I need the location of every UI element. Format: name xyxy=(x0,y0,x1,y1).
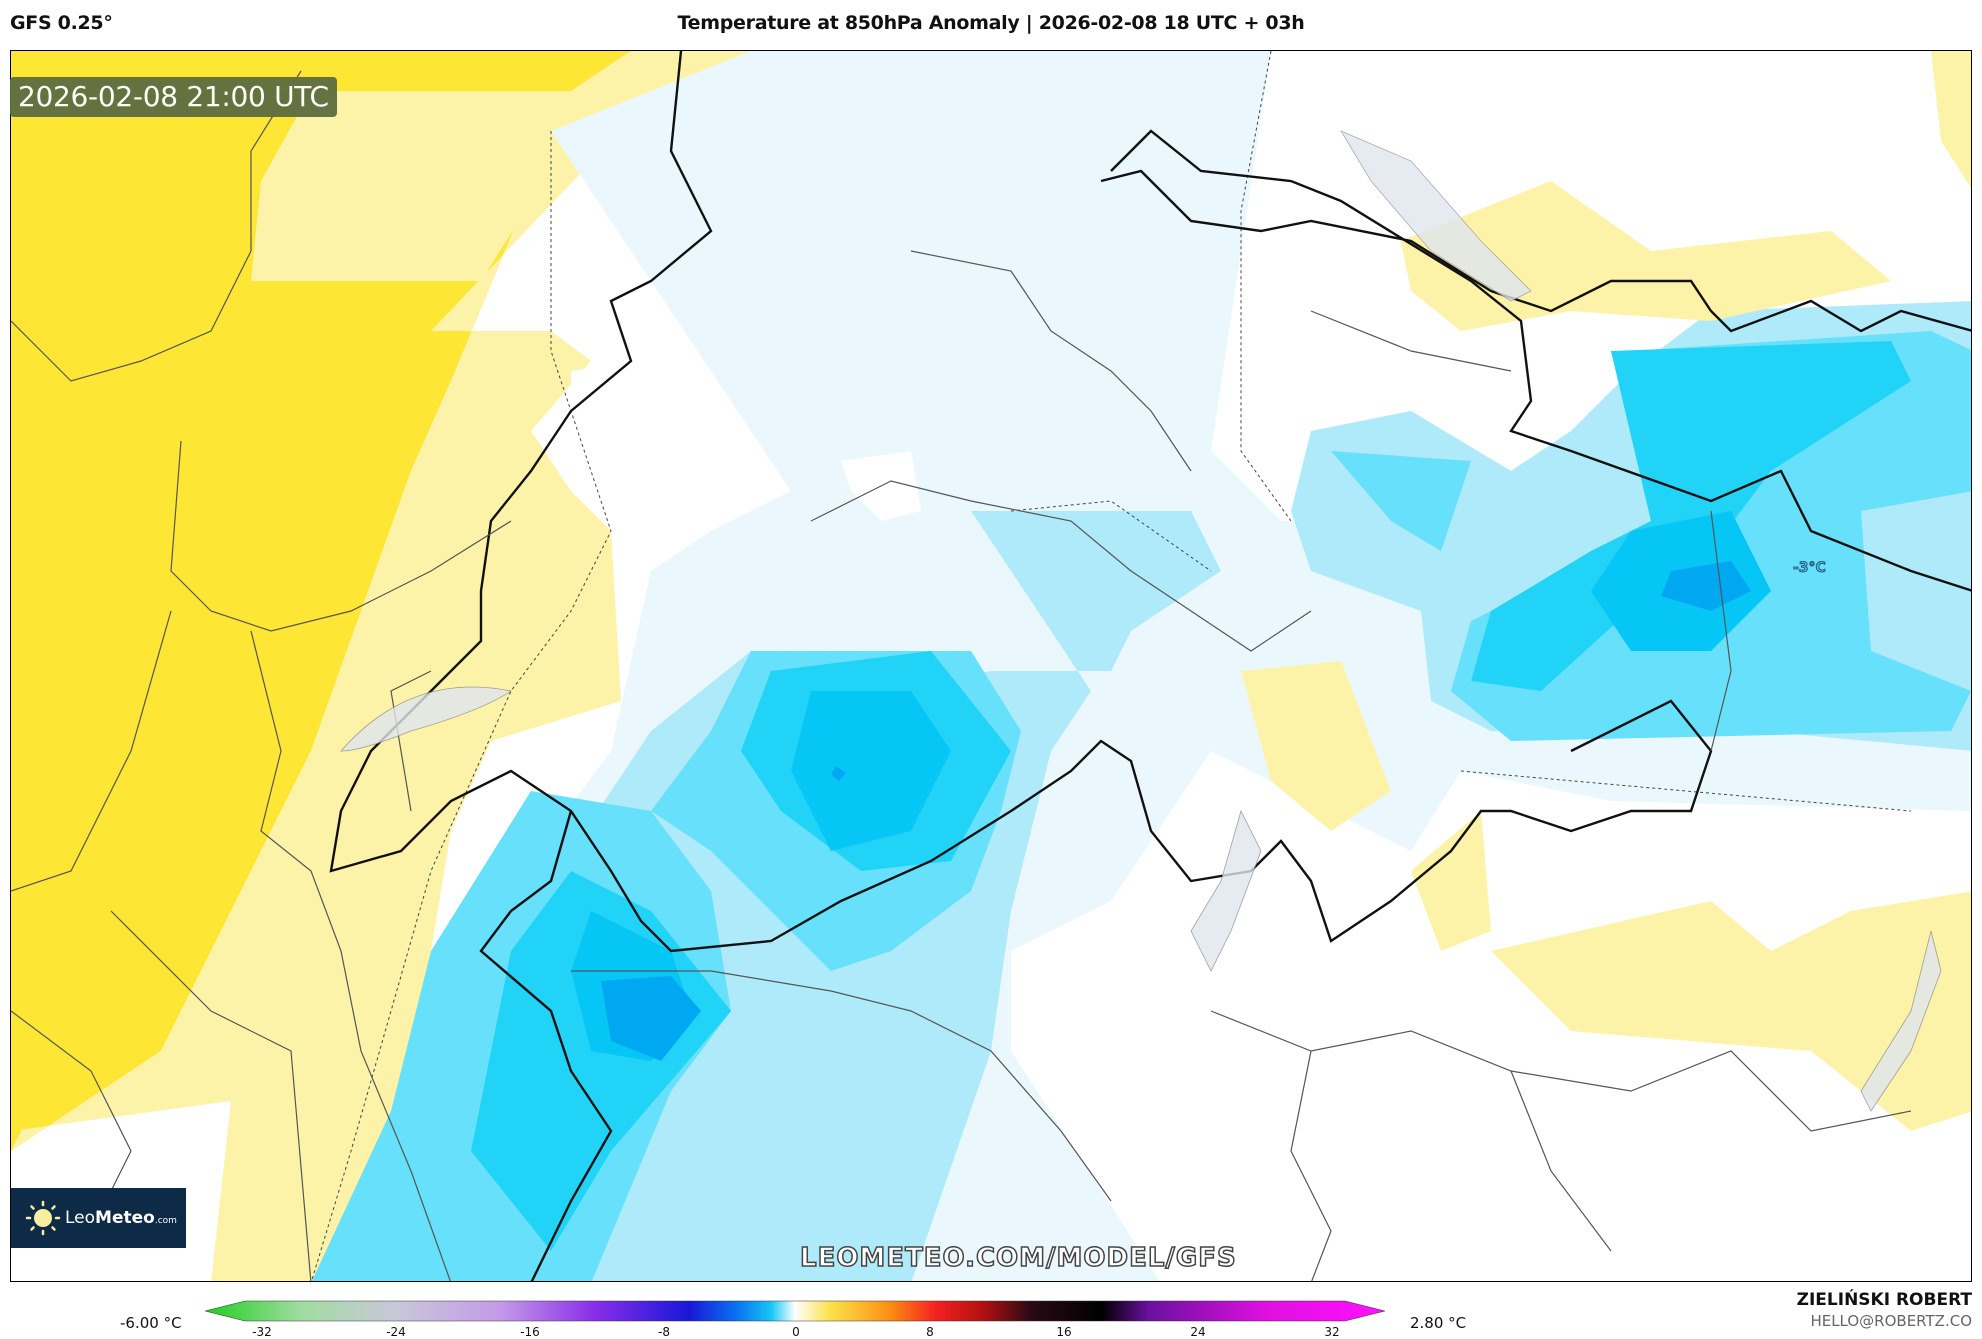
anomaly-map xyxy=(11,51,1971,1281)
author-name: ZIELIŃSKI ROBERT xyxy=(1796,1290,1972,1310)
colorbar-tick: 24 xyxy=(1190,1325,1206,1339)
colorbar-scale xyxy=(205,1300,1385,1322)
colorbar-tick: 0 xyxy=(792,1325,800,1339)
colorbar-min-label: -6.00 °C xyxy=(120,1314,182,1332)
colorbar-max-label: 2.80 °C xyxy=(1410,1314,1467,1332)
sun-icon xyxy=(25,1200,61,1236)
warm-light-region xyxy=(11,51,751,1281)
author-email[interactable]: HELLO@ROBERTZ.CO xyxy=(1810,1312,1972,1330)
chart-title: Temperature at 850hPa Anomaly | 2026-02-… xyxy=(677,12,1305,34)
map-panel xyxy=(10,50,1972,1282)
colorbar-tick: -24 xyxy=(386,1325,406,1339)
colorbar-tick: -32 xyxy=(252,1325,272,1339)
cold-zone-4 xyxy=(791,691,951,851)
contour-label: -3°C xyxy=(1793,560,1827,577)
cold-core xyxy=(601,976,701,1061)
colorbar-tick: -8 xyxy=(658,1325,670,1339)
valid-time-badge: 2026-02-08 21:00 UTC xyxy=(10,77,337,117)
colorbar-tick: 16 xyxy=(1056,1325,1072,1339)
logo-text: LeoMeteo.com xyxy=(65,1208,177,1228)
leometeo-logo[interactable]: LeoMeteo.com xyxy=(11,1188,186,1248)
colorbar: -6.00 °C xyxy=(0,1290,1982,1339)
watermark-url: LEOMETEO.COM/MODEL/GFS xyxy=(799,1242,1237,1274)
model-label: GFS 0.25° xyxy=(10,12,113,34)
border-swiss xyxy=(329,51,1713,953)
warm-strong-region xyxy=(11,51,631,1151)
colorbar-tick: 32 xyxy=(1324,1325,1340,1339)
colorbar-tick: -16 xyxy=(520,1325,540,1339)
colorbar-tick: 8 xyxy=(926,1325,934,1339)
author-credit: ZIELIŃSKI ROBERT HELLO@ROBERTZ.CO xyxy=(1797,1290,1972,1330)
